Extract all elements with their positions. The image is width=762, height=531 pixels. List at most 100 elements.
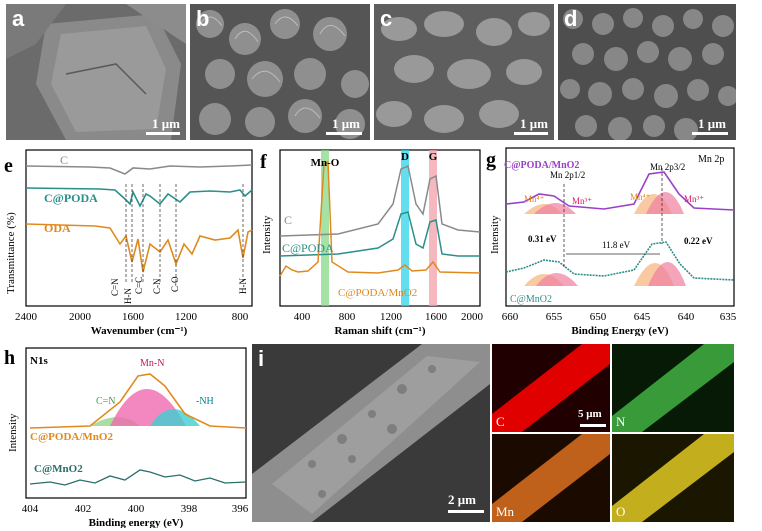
chart-h-xtick: 400 [128, 503, 145, 515]
annot-Mn-N: Mn-N [140, 358, 164, 369]
chart-f-xtick: 400 [294, 311, 311, 323]
sem-texture-d [558, 4, 736, 140]
sem-panel-c: c 1 μm [374, 4, 554, 140]
legend-C@MnO2: C@MnO2 [510, 294, 552, 305]
chart-g-frame [505, 147, 735, 307]
chart-h-xtick: 404 [22, 503, 39, 515]
sem-texture-b [190, 4, 370, 140]
annot-g: 0.31 eV [528, 234, 557, 244]
scale-text-i: 2 μm [448, 492, 476, 507]
sem-panel-a: a 1 μm [6, 4, 186, 140]
series-line-C@PODA/MnO2 [29, 373, 247, 429]
edx-label-C: C [496, 414, 505, 429]
annot-g: Mn⁴⁺ [630, 192, 651, 202]
chart-h-xtick: 398 [181, 503, 198, 515]
chart-h-svg: h N1s Intensity 404 402 400 398 396 Bind… [4, 347, 249, 528]
annot-NH: -NH [196, 396, 214, 407]
legend-C: C [60, 153, 68, 167]
sem-panel-i: i 2 μm [252, 344, 490, 522]
scale-bar-b [326, 132, 362, 135]
chart-f-frame [279, 149, 481, 307]
series-line-ODA [25, 223, 253, 273]
legend-C@PODA/MnO2: C@PODA/MnO2 [504, 160, 579, 171]
edx-map-Mn: Mn [492, 434, 610, 522]
chart-e-xlabel: Wavenumber (cm⁻¹) [91, 325, 188, 336]
annot-g: 11.8 eV [602, 240, 631, 250]
chart-e-xtick: 2400 [15, 311, 38, 323]
chart-e-ylabel: Transmittance (%) [5, 212, 17, 294]
chart-g-xtick: 650 [590, 311, 607, 323]
chart-e-svg: e Transmittance (%) 2400 2000 1600 1200 … [4, 149, 253, 336]
series-line-C@PODA [279, 211, 480, 257]
band-Mn-O [321, 150, 329, 306]
annot-C=N: C=N [96, 396, 116, 407]
chart-panel-f: f Intensity 400 800 1200 1600 2000 Raman… [258, 144, 484, 336]
chart-g-xtick: 655 [546, 311, 563, 323]
scale-bar-c [514, 132, 548, 135]
edx-label-N: N [616, 414, 626, 429]
sem-texture-a [6, 4, 186, 140]
annot-D: D [401, 151, 409, 163]
series-line-C@MnO2 [29, 469, 247, 486]
scale-text-b: 1 μm [332, 116, 360, 131]
chart-g-xtick: 645 [634, 311, 651, 323]
annot-g: Mn³⁺ [684, 194, 704, 204]
panel-label-b: b [196, 6, 210, 31]
scale-bar-i [448, 510, 484, 513]
chart-e-xtick: 2000 [69, 311, 92, 323]
series-line-C [279, 164, 481, 237]
panel-label-a: a [12, 6, 25, 31]
annot-e: C-N [152, 278, 162, 294]
chart-panel-g: g Mn 2p Intensity 660 655 650 645 640 63… [484, 144, 740, 336]
panel-label-e: e [4, 155, 13, 177]
sem-texture-c [374, 4, 554, 140]
peak-fill [646, 192, 684, 214]
edx-label-Mn: Mn [496, 504, 515, 519]
chart-g-xtick: 635 [720, 311, 737, 323]
panel-label-h: h [4, 347, 15, 369]
legend-C@PODA/MnO2: C@PODA/MnO2 [338, 287, 417, 299]
legend-C@MnO2: C@MnO2 [34, 463, 83, 475]
chart-panel-e: e Transmittance (%) 2400 2000 1600 1200 … [0, 144, 256, 336]
panel-label-d: d [564, 6, 578, 31]
annot-g: Mn⁴⁺ [524, 194, 545, 204]
chart-g-svg: g Mn 2p Intensity 660 655 650 645 640 63… [486, 147, 737, 336]
chart-h-xlabel: Binding energy (eV) [89, 517, 184, 528]
series-line-C@PODA/MnO2 [279, 160, 481, 277]
edx-map-N: N [612, 344, 734, 432]
panel-label-i: i [258, 346, 265, 371]
chart-g-xlabel: Binding Energy (eV) [571, 325, 669, 336]
chart-f-xtick: 1600 [425, 311, 448, 323]
legend-C@PODA: C@PODA [44, 191, 98, 205]
annot-g: 0.22 eV [684, 236, 713, 246]
sem-panel-b: b 1 μm [190, 4, 370, 140]
scale-text-a: 1 μm [152, 116, 180, 131]
scale-bar-d [692, 132, 728, 135]
chart-g-xtick: 640 [678, 311, 695, 323]
annot-g: Mn 2p3/2 [650, 162, 685, 172]
annot-g: Mn³⁺ [572, 196, 592, 206]
chart-h-xtick: 396 [232, 503, 249, 515]
legend-C: C [284, 213, 292, 227]
chart-e-xtick: 1600 [122, 311, 145, 323]
peak-fill [534, 203, 576, 214]
scale-bar-a [146, 132, 180, 135]
legend-C@PODA: C@PODA [282, 241, 334, 255]
scale-text-d: 1 μm [698, 116, 726, 131]
band-D [401, 150, 409, 306]
series-line-C@PODA [25, 187, 253, 208]
chart-g-title: Mn 2p [698, 154, 724, 165]
peak-fill [536, 273, 578, 286]
edx-label-O: O [616, 504, 626, 519]
chart-f-ylabel: Intensity [261, 215, 273, 254]
chart-h-ylabel: Intensity [7, 413, 19, 452]
chart-h-xtick: 402 [75, 503, 92, 515]
band-G [429, 150, 437, 306]
edx-texture-Mn [492, 434, 610, 522]
panel-label-c: c [380, 6, 393, 31]
sem-panel-d: d 1 μm [558, 4, 736, 140]
series-line-C@MnO2 [505, 241, 735, 281]
annot-g: Mn 2p1/2 [550, 170, 585, 180]
chart-e-xtick: 1200 [175, 311, 198, 323]
chart-g-xtick: 660 [502, 311, 519, 323]
